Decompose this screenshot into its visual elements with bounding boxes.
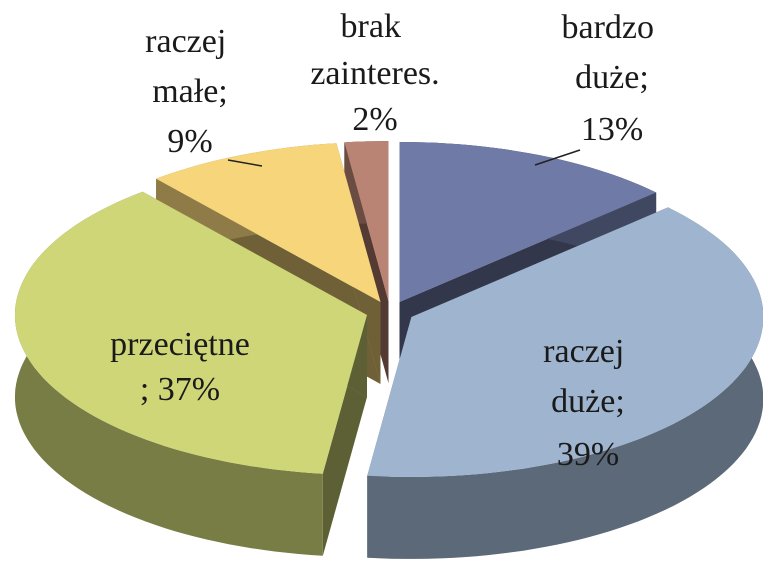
slice-side-shade — [367, 207, 763, 559]
category-label: bardzo duże; — [561, 9, 662, 96]
category-label-line: małe; — [152, 73, 228, 110]
category-label-line: brak — [341, 8, 410, 45]
leader-line — [534, 149, 581, 166]
slice — [399, 142, 657, 302]
slice — [156, 143, 381, 302]
leader-line — [227, 159, 263, 167]
category-label-line: raczej — [145, 23, 235, 60]
category-label-line: raczej — [543, 333, 633, 370]
slice — [344, 141, 389, 302]
data-labels: bardzo duże; 13% raczej duże; 39% przeciętne… — [110, 8, 662, 473]
category-label-line: zainteres. — [310, 55, 439, 92]
slice-side — [367, 207, 763, 559]
category-label-line: bardzo — [561, 9, 662, 46]
pie-tops — [15, 141, 763, 477]
value-label: 9% — [167, 123, 212, 160]
value-label: 39% — [557, 436, 619, 473]
category-label: przeciętne — [110, 326, 250, 363]
slice — [367, 207, 763, 477]
category-label: raczej duże; — [543, 333, 633, 420]
category-label: brak zainteres. — [310, 8, 439, 92]
value-label: 13% — [581, 111, 643, 148]
slice — [15, 191, 367, 474]
category-label-line: duże; — [551, 383, 625, 420]
value-label: 2% — [352, 101, 397, 138]
value-label: ; 37% — [140, 371, 220, 408]
category-label-line: duże; — [575, 59, 649, 96]
category-label: raczej małe; — [145, 23, 235, 110]
